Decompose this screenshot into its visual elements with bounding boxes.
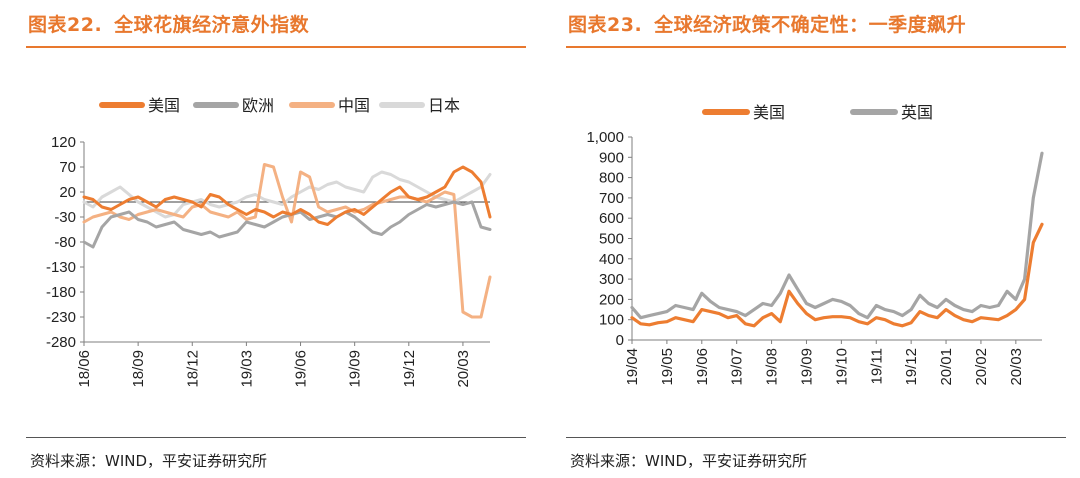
title-divider	[566, 46, 1066, 48]
x-tick-label: 20/01	[938, 348, 955, 386]
x-tick-label: 18/06	[76, 350, 93, 388]
y-tick-label: 500	[599, 231, 624, 248]
y-tick-label: 600	[599, 210, 624, 227]
y-tick-label: 70	[59, 159, 76, 176]
chart-title-22: 图表22. 全球花旗经济意外指数	[28, 10, 309, 37]
legend-label: 日本	[428, 97, 460, 115]
x-tick-label: 19/05	[659, 348, 676, 386]
series-line-0	[82, 165, 492, 226]
x-tick-label: 19/11	[868, 348, 885, 384]
series-line-0	[630, 222, 1044, 328]
y-tick-label: -30	[54, 209, 76, 226]
figure-title-22: 全球花旗经济意外指数	[114, 14, 310, 36]
legend-label: 欧洲	[242, 97, 274, 115]
x-tick-label: 19/09	[347, 350, 364, 388]
y-tick-label: -230	[46, 309, 76, 326]
x-tick-label: 19/12	[401, 350, 418, 388]
figure-number-23: 图表23.	[568, 14, 643, 36]
x-tick-label: 19/04	[624, 348, 641, 386]
y-tick-label: 800	[599, 170, 624, 187]
x-tick-label: 19/06	[293, 350, 310, 388]
y-tick-label: 20	[59, 184, 76, 201]
chart-title-23: 图表23. 全球经济政策不确定性：一季度飙升	[568, 10, 966, 37]
y-tick-label: 900	[599, 149, 624, 166]
source-divider	[566, 437, 1066, 438]
policy-uncertainty-chart: 0 100 200 300 400 500 600 700 800 900 1,000 19/04 19…	[586, 104, 1044, 386]
legend-label: 英国	[901, 104, 933, 122]
y-tick-label: -280	[46, 334, 76, 351]
legend-label: 美国	[753, 104, 785, 122]
x-tick-label: 20/02	[973, 348, 990, 386]
x-tick-label: 20/03	[455, 350, 472, 388]
y-tick-label: 1,000	[586, 129, 624, 146]
x-tick-label: 19/06	[694, 348, 711, 386]
series-line-1	[630, 151, 1044, 320]
x-tick-label: 20/03	[1008, 348, 1025, 386]
y-tick-label: 700	[599, 190, 624, 207]
x-tick-label: 19/07	[729, 348, 746, 386]
source-note-23: 资料来源：WIND，平安证券研究所	[570, 452, 808, 470]
x-tick-label: 19/03	[238, 350, 255, 388]
x-tick-label: 18/09	[130, 350, 147, 388]
y-tick-label: 100	[599, 312, 624, 329]
chart-panel-right: 图表23. 全球经济政策不确定性：一季度飙升 0 100 200 300 400 500 60…	[540, 0, 1080, 478]
y-tick-label: -80	[54, 234, 76, 251]
y-tick-label: 300	[599, 271, 624, 288]
y-tick-label: 0	[616, 332, 624, 349]
y-tick-label: 400	[599, 251, 624, 268]
y-tick-label: 120	[51, 134, 76, 151]
chart-panel-left: 图表22. 全球花旗经济意外指数 120 70 20 -30 -80 -130 -180 -23…	[26, 10, 526, 470]
legend-label: 美国	[148, 97, 180, 115]
x-tick-label: 19/10	[833, 348, 850, 386]
x-tick-label: 19/08	[764, 348, 781, 386]
y-tick-label: -130	[46, 259, 76, 276]
source-divider	[26, 437, 526, 438]
x-tick-label: 19/12	[903, 348, 920, 386]
legend-label: 中国	[338, 97, 370, 115]
y-tick-label: -180	[46, 284, 76, 301]
series-line-2	[82, 163, 492, 319]
y-tick-label: 200	[599, 291, 624, 308]
figure-number-22: 图表22.	[28, 14, 103, 36]
x-tick-label: 18/12	[184, 350, 201, 388]
series-line-1	[82, 200, 492, 249]
source-note-22: 资料来源：WIND，平安证券研究所	[30, 452, 268, 470]
x-tick-label: 19/09	[798, 348, 815, 386]
title-divider	[26, 46, 526, 48]
figure-title-23: 全球经济政策不确定性：一季度飙升	[654, 14, 967, 36]
